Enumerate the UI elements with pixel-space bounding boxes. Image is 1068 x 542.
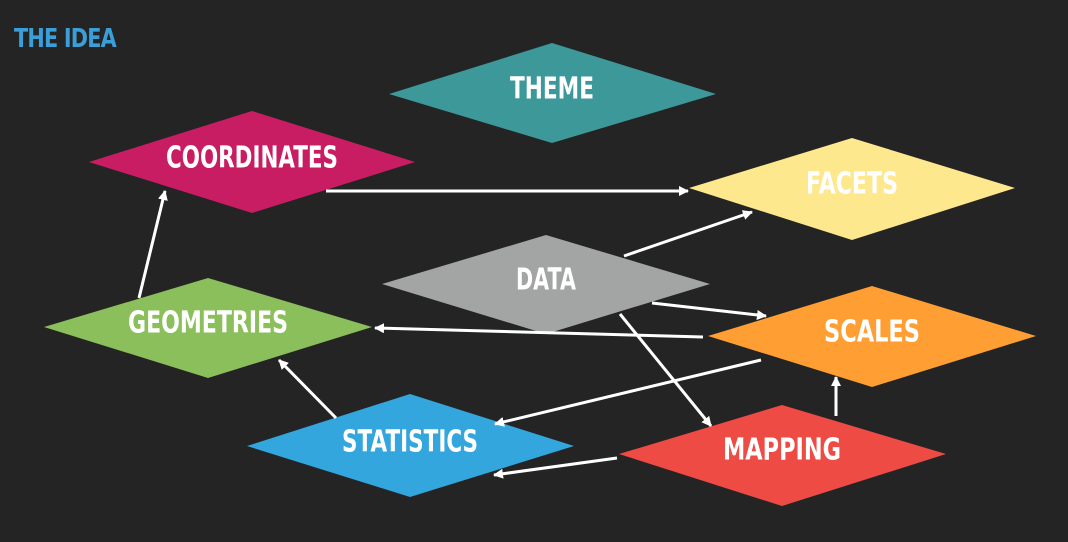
arrow-statistics-to-geometries xyxy=(277,358,338,420)
node-scales-label: SCALES xyxy=(824,315,920,350)
node-theme-label: THEME xyxy=(510,72,594,107)
node-coordinates-shape xyxy=(89,111,415,213)
node-statistics-shape xyxy=(247,394,574,497)
node-facets-shape xyxy=(689,138,1015,240)
node-geometries-label: GEOMETRIES xyxy=(128,306,288,341)
node-coordinates: COORDINATES xyxy=(89,111,415,213)
node-statistics-label: STATISTICS xyxy=(342,425,478,460)
node-mapping-shape xyxy=(619,405,946,506)
slide-title: THE IDEA xyxy=(14,24,117,54)
arrow-scales-to-geometries xyxy=(374,323,704,339)
node-theme: THEME xyxy=(389,43,716,143)
arrow-scales-to-statistics xyxy=(494,358,762,427)
node-statistics: STATISTICS xyxy=(247,394,574,497)
node-theme-shape xyxy=(389,43,716,143)
node-data-shape xyxy=(382,235,710,334)
arrow-geometries-to-coordinates xyxy=(137,190,168,299)
node-scales-shape xyxy=(708,286,1036,387)
node-geometries: GEOMETRIES xyxy=(44,278,372,378)
node-facets: FACETS xyxy=(689,138,1015,240)
arrow-data-to-facets xyxy=(623,210,753,258)
arrow-data-to-mapping xyxy=(618,313,713,427)
node-data-label: DATA xyxy=(516,263,577,298)
node-geometries-shape xyxy=(44,278,372,378)
node-mapping-label: MAPPING xyxy=(723,433,841,468)
node-scales: SCALES xyxy=(708,286,1036,387)
node-mapping: MAPPING xyxy=(619,405,946,506)
edge-layer xyxy=(137,186,841,479)
arrow-mapping-to-statistics xyxy=(493,456,618,479)
node-data: DATA xyxy=(382,235,710,334)
node-facets-label: FACETS xyxy=(806,167,898,202)
arrow-data-to-scales xyxy=(651,301,767,320)
node-coordinates-label: COORDINATES xyxy=(166,141,338,176)
